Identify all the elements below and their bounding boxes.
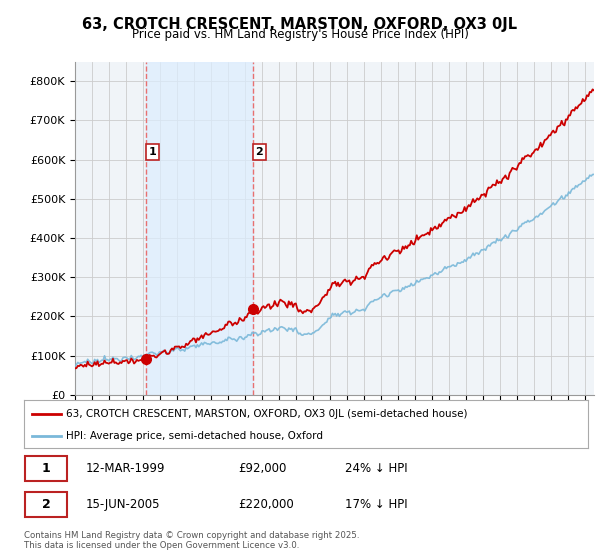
- Text: 2: 2: [256, 147, 263, 157]
- Text: 17% ↓ HPI: 17% ↓ HPI: [346, 498, 408, 511]
- Text: £92,000: £92,000: [238, 462, 287, 475]
- Text: 12-MAR-1999: 12-MAR-1999: [86, 462, 166, 475]
- Bar: [146, 62, 253, 395]
- Text: £220,000: £220,000: [238, 498, 294, 511]
- Text: 2: 2: [41, 498, 50, 511]
- Text: Contains HM Land Registry data © Crown copyright and database right 2025.
This d: Contains HM Land Registry data © Crown c…: [24, 531, 359, 550]
- Text: 1: 1: [41, 462, 50, 475]
- Text: 63, CROTCH CRESCENT, MARSTON, OXFORD, OX3 0JL: 63, CROTCH CRESCENT, MARSTON, OXFORD, OX…: [82, 17, 518, 32]
- Text: HPI: Average price, semi-detached house, Oxford: HPI: Average price, semi-detached house,…: [66, 431, 323, 441]
- Text: 63, CROTCH CRESCENT, MARSTON, OXFORD, OX3 0JL (semi-detached house): 63, CROTCH CRESCENT, MARSTON, OXFORD, OX…: [66, 409, 468, 419]
- Text: 15-JUN-2005: 15-JUN-2005: [86, 498, 161, 511]
- Text: Price paid vs. HM Land Registry's House Price Index (HPI): Price paid vs. HM Land Registry's House …: [131, 28, 469, 41]
- Text: 24% ↓ HPI: 24% ↓ HPI: [346, 462, 408, 475]
- FancyBboxPatch shape: [25, 456, 67, 480]
- Text: 1: 1: [149, 147, 157, 157]
- FancyBboxPatch shape: [25, 492, 67, 517]
